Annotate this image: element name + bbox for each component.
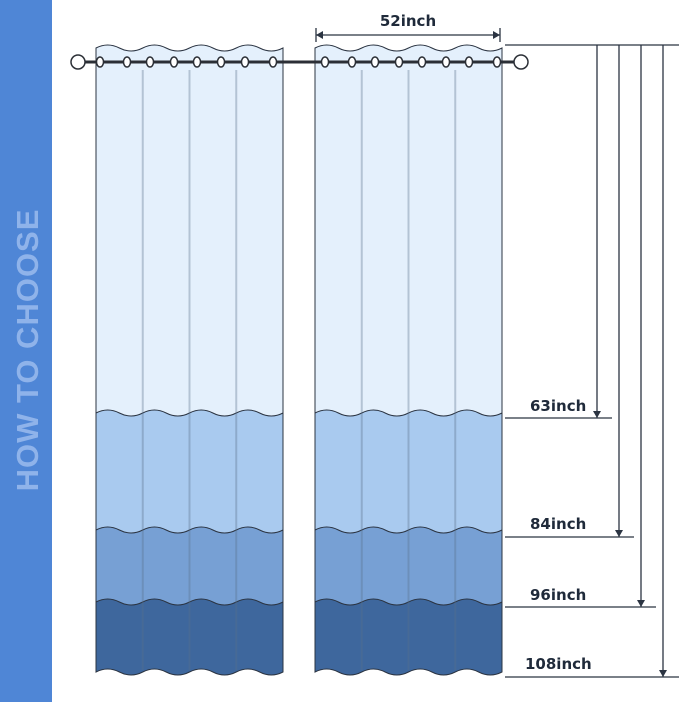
length-label-108: 108inch xyxy=(525,655,592,673)
arrow-head-icon xyxy=(593,411,601,418)
grommet-icon xyxy=(441,56,451,68)
length-label-84: 84inch xyxy=(530,515,586,533)
arrow-right-icon xyxy=(493,31,500,39)
grommet-icon xyxy=(240,56,250,68)
grommet-icon xyxy=(95,56,105,68)
rod-finial-right xyxy=(513,54,529,70)
arrow-left-icon xyxy=(316,31,323,39)
grommet-icon xyxy=(492,56,502,68)
grommet-icon xyxy=(169,56,179,68)
curtain-right-band-108 xyxy=(314,598,503,676)
curtain-left-band-108 xyxy=(95,598,284,676)
grommet-icon xyxy=(320,56,330,68)
grommet-icon xyxy=(394,56,404,68)
grommet-icon xyxy=(216,56,226,68)
grommet-icon xyxy=(347,56,357,68)
sidebar-banner: HOW TO CHOOSE xyxy=(0,0,52,702)
width-label: 52inch xyxy=(380,12,436,30)
grommet-icon xyxy=(370,56,380,68)
grommet-icon xyxy=(464,56,474,68)
grommet-icon xyxy=(192,56,202,68)
grommet-icon xyxy=(145,56,155,68)
grommet-icon xyxy=(268,56,278,68)
grommet-icon xyxy=(417,56,427,68)
rod-finial-left xyxy=(70,54,86,70)
arrow-head-icon xyxy=(659,670,667,677)
arrow-head-icon xyxy=(615,530,623,537)
length-label-63: 63inch xyxy=(530,397,586,415)
grommet-icon xyxy=(122,56,132,68)
arrow-head-icon xyxy=(637,600,645,607)
length-label-96: 96inch xyxy=(530,586,586,604)
